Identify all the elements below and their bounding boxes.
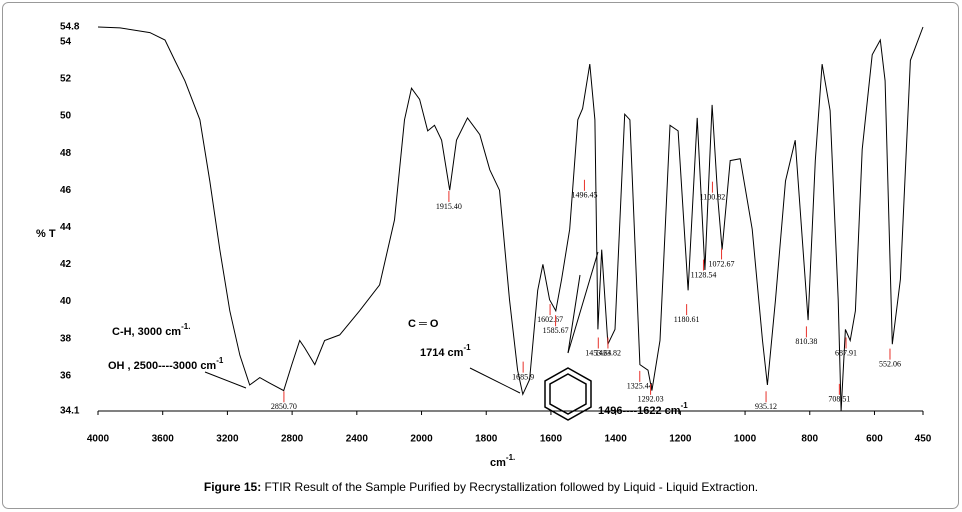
y-tick-label: 52 (60, 74, 72, 85)
peak-label: 2850.70 (271, 402, 297, 411)
peak-label: 687.91 (835, 348, 857, 357)
x-tick-label: 600 (866, 434, 883, 445)
peak-label: 1128.54 (691, 270, 717, 279)
x-tick-label: 3600 (152, 434, 175, 445)
x-tick-label: 1800 (475, 434, 498, 445)
y-tick-label: 38 (60, 333, 72, 344)
y-tick-label: 40 (60, 296, 72, 307)
annotation: C ═ O (408, 318, 439, 330)
peak-label: 1915.40 (436, 202, 462, 211)
peak-label: 1496.45 (571, 191, 597, 200)
x-tick-label: 3200 (216, 434, 239, 445)
peak-label: 1072.67 (709, 259, 735, 268)
peak-label: 935.12 (755, 402, 777, 411)
y-tick-label: 54 (60, 36, 72, 47)
y-tick-label: 50 (60, 111, 72, 122)
peak-label: 1602.67 (537, 315, 563, 324)
peak-label: 708.51 (828, 395, 850, 404)
x-tick-label: 1600 (540, 434, 563, 445)
x-tick-label: 2000 (410, 434, 433, 445)
annotation: C-H, 3000 cm-1. (112, 322, 190, 338)
peak-label: 810.38 (795, 337, 817, 346)
y-tick-label: 48 (60, 148, 72, 159)
peak-label: 1325.44 (627, 382, 653, 391)
x-axis-label: cm-1. (490, 453, 515, 469)
x-tick-label: 1000 (734, 434, 757, 445)
peak-label: 1585.67 (543, 326, 569, 335)
peak-label: 1292.03 (638, 395, 664, 404)
arrow (567, 274, 581, 354)
spectrum-line (97, 26, 924, 412)
x-tick-label: 2800 (281, 434, 304, 445)
arrow (469, 367, 521, 394)
arrow (204, 371, 247, 389)
y-tick-label: 34.1 (60, 406, 80, 417)
x-tick-label: 800 (801, 434, 818, 445)
arrow (567, 251, 599, 354)
x-tick-label: 2400 (346, 434, 369, 445)
annotation: 1714 cm-1 (420, 343, 471, 359)
caption: Figure 15: FTIR Result of the Sample Pur… (204, 480, 758, 494)
x-tick-label: 1200 (669, 434, 692, 445)
y-tick-label: 46 (60, 185, 72, 196)
benzene-ring (544, 367, 592, 421)
peak-label: 552.06 (879, 359, 901, 368)
y-tick-label: 44 (60, 222, 72, 233)
y-tick-label: 42 (60, 259, 72, 270)
x-tick-label: 4000 (87, 434, 110, 445)
y-tick-label: 36 (60, 370, 72, 381)
peak-label: 1180.61 (674, 315, 700, 324)
y-tick-label: 54.8 (60, 22, 80, 33)
x-tick-label: 1400 (605, 434, 628, 445)
x-tick-label: 450 (915, 434, 932, 445)
peak-label: 1685.9 (512, 372, 534, 381)
annotation: OH , 2500----3000 cm-1 (108, 356, 224, 372)
y-axis-label: % T (36, 228, 56, 240)
peak-label: 1100.82 (700, 192, 726, 201)
peak-label: 1453.64 (585, 348, 611, 357)
peak-label: 1423.82 (595, 348, 621, 357)
